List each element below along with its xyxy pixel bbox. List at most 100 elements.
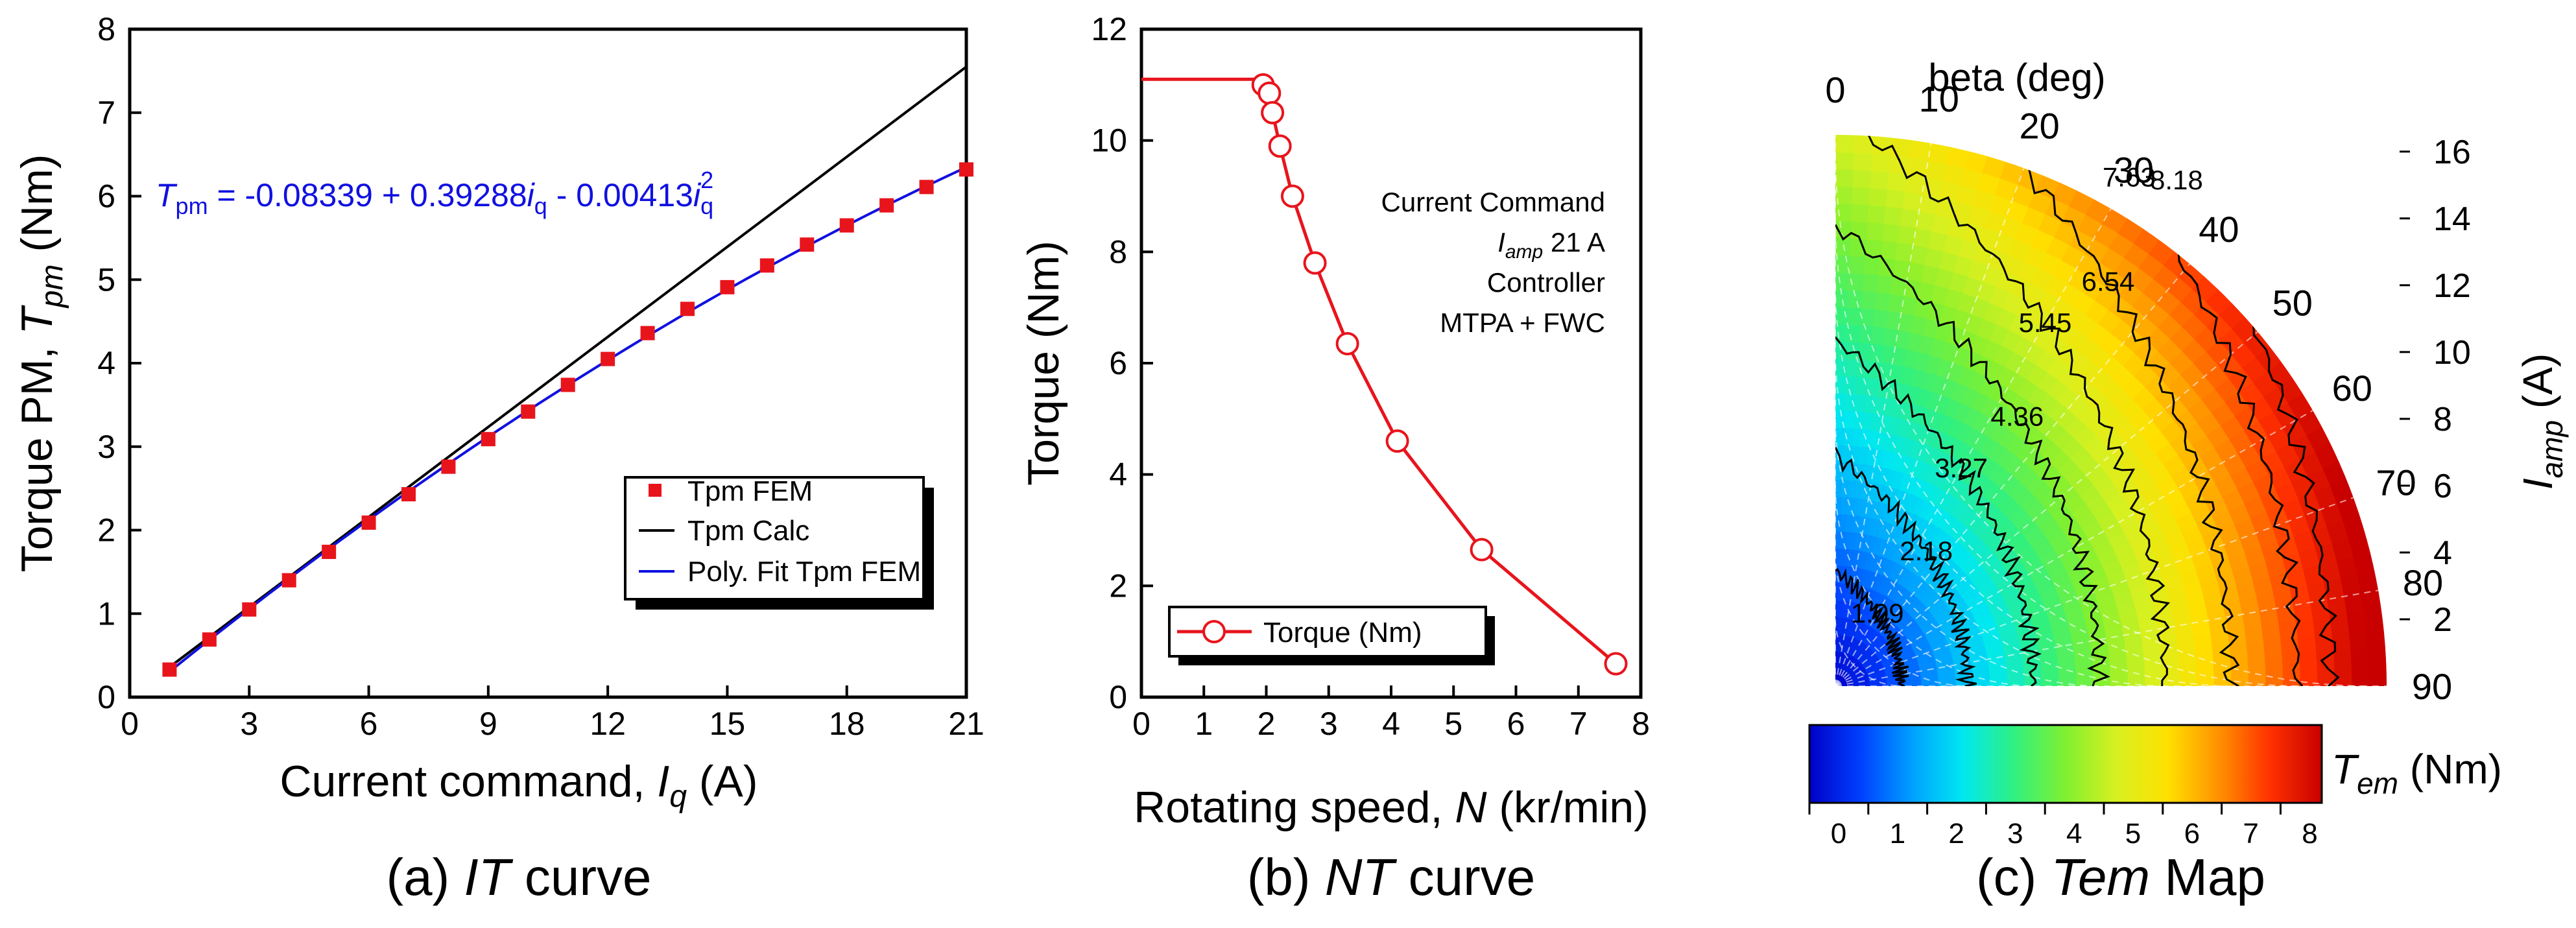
heatmap-cell (2367, 647, 2387, 668)
heatmap-cell (1846, 359, 1859, 377)
tpm-fem-point (441, 459, 456, 474)
radial-grid-arc (1835, 218, 2304, 686)
heatmap-cell (1909, 139, 1932, 161)
heatmap-cell (2265, 670, 2284, 686)
contour-line (1835, 336, 2042, 686)
heatmap-cell (2195, 646, 2214, 661)
heatmap-cell (1859, 324, 1874, 344)
contour-line (1835, 135, 2304, 686)
beta-tick-label: 20 (2020, 105, 2060, 146)
heatmap-cell (2042, 678, 2060, 686)
beta-tick-label: 70 (2376, 462, 2416, 503)
heatmap-cell (2346, 611, 2367, 633)
heatmap-cell (2242, 611, 2263, 629)
beta-grid-line (1835, 263, 2191, 686)
tpm-fem-point (281, 573, 296, 588)
heatmap-cell (2229, 642, 2248, 659)
heatmap-cell (1876, 274, 1894, 294)
heatmap-cell (2348, 630, 2368, 650)
heatmap-cell (2230, 656, 2249, 673)
heatmap-cell (1887, 171, 1908, 192)
beta-tick-label: 60 (2332, 368, 2372, 409)
heatmap-cell (2263, 639, 2283, 657)
heatmap-cell (2330, 613, 2350, 635)
heatmap-cell (1835, 289, 1850, 308)
heatmap-cell (2361, 589, 2382, 612)
radial-grid-arc (1835, 418, 2103, 686)
heatmap-cell (2176, 635, 2196, 651)
y-tick-label: 5 (97, 261, 115, 298)
heatmap-cell (1844, 393, 1857, 412)
heatmap-cell (1889, 154, 1911, 175)
beta-tick-label: 90 (2412, 666, 2452, 707)
legend-label-tpm-fem: Tpm FEM (687, 475, 813, 507)
heatmap-cell (2297, 635, 2317, 654)
heatmap-cell (1851, 204, 1870, 223)
legend-marker-tpm-fem (649, 484, 662, 497)
tpm-fem-point (720, 280, 735, 294)
heatmap-cell (1879, 240, 1898, 260)
x-tick-label: 6 (360, 706, 378, 742)
contour-label: 4.36 (1990, 401, 2044, 431)
heatmap-cell (1835, 237, 1852, 256)
heatmap-cell (1835, 358, 1848, 377)
heatmap-cell (2272, 589, 2294, 609)
contour-line (1835, 135, 2171, 686)
tpm-fem-point (521, 404, 536, 419)
heatmap-cell (2092, 666, 2112, 678)
heatmap-cell (1845, 375, 1857, 395)
colorbar-tick-label: 0 (1831, 818, 1846, 850)
panel-a-equation: Tpm = -0.08339 + 0.39288iq - 0.00413iq2 (156, 167, 713, 219)
heatmap-cell (1860, 307, 1876, 327)
colorbar-tick-label: 2 (1948, 818, 1964, 850)
heatmap-cell (2261, 623, 2282, 642)
heatmap-cell (1853, 152, 1873, 171)
x-tick-label: 7 (1569, 706, 1588, 742)
radial-tick-label: 14 (2433, 200, 2471, 238)
beta-grid-line (1835, 143, 1932, 686)
colorbar-tick-label: 6 (2184, 818, 2200, 850)
tem-map-heatmap (1835, 135, 2387, 686)
radial-tick-label: 4 (2433, 534, 2452, 572)
x-tick-label: 21 (948, 706, 984, 742)
heatmap-cell (2145, 674, 2164, 686)
heatmap-cell (2351, 667, 2370, 686)
torque-point (1335, 331, 1359, 355)
radial-grid-arc (1835, 151, 2370, 686)
tpm-fem-point (759, 258, 774, 273)
heatmap-cell (1835, 135, 1855, 153)
heatmap-cell (2246, 641, 2265, 658)
contour-label: 5.45 (2019, 307, 2072, 338)
heatmap-cell (1902, 191, 1923, 212)
beta-axis-label: beta (deg) (1928, 56, 2106, 99)
heatmap-cell (2057, 660, 2077, 671)
tpm-fem-point (322, 544, 337, 559)
y-tick-label: 6 (1109, 345, 1127, 381)
tpm-fem-point (640, 326, 655, 340)
heatmap-cell (1866, 222, 1885, 241)
heatmap-cell (2144, 663, 2163, 676)
contour-label: 8.18 (2150, 165, 2203, 195)
contour-label: 2.18 (1900, 536, 1953, 566)
heatmap-cell (1835, 392, 1846, 411)
panel-b-legend: Torque (Nm) (1168, 606, 1495, 665)
radial-grid-arc (1835, 619, 1903, 686)
heatmap-cell (2127, 664, 2146, 676)
radial-grid-arc (1835, 485, 2036, 686)
colorbar: 0 1 2 3 4 5 6 7 8 Tem (Nm) (1808, 724, 2502, 850)
heatmap-cell (1927, 143, 1951, 165)
colorbar-tick-label: 5 (2125, 818, 2141, 850)
y-tick-label: 10 (1091, 123, 1127, 159)
contour-line (1835, 224, 2110, 686)
panel-a-y-axis-label: Torque PM, Tpm (Nm) (12, 154, 69, 573)
tpm-fem-point (361, 515, 376, 530)
torque-point (1258, 81, 1282, 105)
beta-grid-line (1835, 497, 2354, 686)
y-tick-label: 4 (97, 345, 115, 381)
heatmap-cell (2024, 678, 2043, 686)
heatmap-cell (1843, 427, 1854, 446)
panel-a-legend: Tpm FEM Tpm Calc Poly. Fit Tpm FEM (624, 475, 934, 610)
tpm-fem-point (481, 432, 495, 447)
beta-tick-label: 30 (2114, 149, 2154, 190)
y-tick-label: 0 (1109, 679, 1127, 715)
